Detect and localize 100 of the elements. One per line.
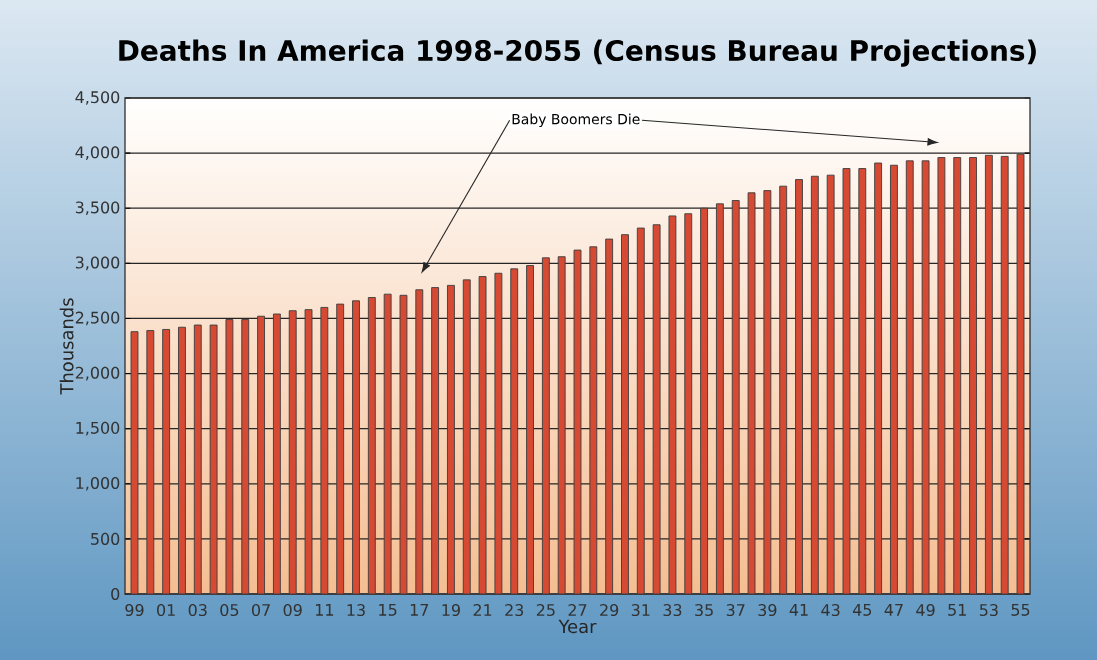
y-tick-label: 500 xyxy=(91,532,120,545)
x-tick-label: 27 xyxy=(568,604,587,616)
x-tick-label: 21 xyxy=(473,604,492,616)
bar xyxy=(747,192,756,595)
x-tick-label: 45 xyxy=(852,604,872,616)
bar xyxy=(953,157,962,595)
bar xyxy=(541,257,550,595)
x-tick-label: 99 xyxy=(125,604,144,617)
bar xyxy=(304,309,313,595)
bar xyxy=(589,246,598,595)
x-tick-label: 39 xyxy=(758,604,777,617)
bar xyxy=(921,160,930,595)
bar xyxy=(826,174,835,595)
bar xyxy=(193,324,202,595)
x-tick-label: 51 xyxy=(948,604,966,616)
bar xyxy=(494,272,503,595)
x-tick-label: 09 xyxy=(283,604,302,617)
bar xyxy=(399,294,408,595)
bar xyxy=(621,234,629,595)
y-tick-label: 1,500 xyxy=(76,421,120,436)
bar xyxy=(937,157,946,595)
bar xyxy=(1000,155,1009,595)
x-tick-label: 41 xyxy=(789,604,808,616)
bar xyxy=(969,157,977,595)
x-tick-label: 49 xyxy=(916,604,935,617)
bar xyxy=(1016,153,1025,595)
bar xyxy=(241,319,250,595)
bar xyxy=(905,160,914,595)
x-tick-label: 15 xyxy=(379,604,397,616)
annotation: Baby Boomers Die xyxy=(512,113,640,128)
x-axis-title: Year xyxy=(558,619,597,634)
x-tick-label: 33 xyxy=(663,604,682,617)
bar xyxy=(526,265,534,595)
x-tick-label: 31 xyxy=(631,604,650,617)
x-tick-label: 17 xyxy=(410,604,429,616)
x-tick-label: 05 xyxy=(220,604,239,617)
bar xyxy=(462,279,471,595)
bar xyxy=(557,256,566,595)
x-tick-label: 37 xyxy=(726,604,745,617)
bar xyxy=(257,315,266,595)
bar xyxy=(636,227,645,595)
bar xyxy=(984,154,993,595)
x-tick-label: 35 xyxy=(695,604,713,617)
x-tick-label: 13 xyxy=(347,604,365,617)
bar xyxy=(510,268,519,595)
bar xyxy=(225,319,234,595)
y-tick-label: 2,500 xyxy=(75,311,120,326)
bar xyxy=(367,297,376,595)
x-tick-label: 23 xyxy=(505,604,524,617)
y-tick-label: 0 xyxy=(111,587,120,601)
x-tick-label: 55 xyxy=(1011,604,1030,616)
x-tick-label: 47 xyxy=(884,604,903,616)
bar xyxy=(415,289,424,595)
x-tick-label: 01 xyxy=(157,604,175,617)
bar xyxy=(431,287,440,595)
bar xyxy=(700,207,709,595)
bar xyxy=(890,164,898,595)
bar xyxy=(146,330,155,595)
bar xyxy=(336,303,345,595)
x-tick-label: 43 xyxy=(821,604,840,617)
bar xyxy=(272,313,281,595)
chart-title: Deaths In America 1998-2055 (Census Bureau Projections) xyxy=(119,39,1036,67)
bar xyxy=(320,306,329,595)
bar xyxy=(763,190,772,595)
bar xyxy=(288,310,297,595)
x-tick-label: 53 xyxy=(979,604,998,617)
bar xyxy=(715,203,724,595)
bar xyxy=(478,276,487,595)
bar xyxy=(162,328,171,595)
x-tick-label: 25 xyxy=(536,604,555,617)
bar xyxy=(810,175,819,595)
bar xyxy=(668,215,677,595)
x-tick-label: 07 xyxy=(251,604,270,617)
bar xyxy=(130,331,139,595)
bar xyxy=(842,168,851,595)
bar xyxy=(874,162,883,595)
bar xyxy=(605,238,614,595)
y-axis-title: Thousands xyxy=(59,298,74,395)
x-tick-label: 29 xyxy=(600,604,619,617)
bar xyxy=(779,185,788,595)
bar xyxy=(795,179,803,595)
bar xyxy=(731,200,740,595)
y-tick-label: 3,000 xyxy=(75,256,120,271)
bar xyxy=(352,300,360,595)
bar xyxy=(383,293,392,595)
x-tick-label: 03 xyxy=(188,604,207,617)
y-tick-label: 2,000 xyxy=(75,366,120,381)
bar xyxy=(446,284,455,595)
bar xyxy=(684,213,693,595)
bar xyxy=(178,326,186,595)
bar xyxy=(209,324,218,595)
bar xyxy=(573,249,582,595)
x-tick-label: 19 xyxy=(442,604,460,617)
y-tick-label: 3,500 xyxy=(75,201,120,216)
y-tick-label: 4,000 xyxy=(75,146,120,160)
bar xyxy=(858,168,867,595)
y-tick-label: 1,000 xyxy=(76,476,120,491)
y-tick-label: 4,500 xyxy=(75,91,120,105)
x-tick-label: 11 xyxy=(315,604,334,616)
bar xyxy=(652,224,661,595)
